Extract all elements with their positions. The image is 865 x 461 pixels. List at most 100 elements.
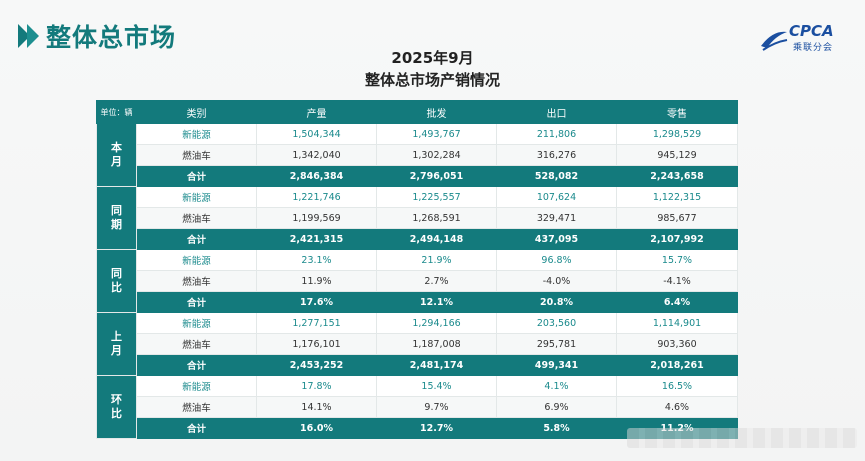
cell-production: 16.0% (256, 417, 377, 439)
cell-wholesale: 2.7% (376, 270, 497, 292)
cell-wholesale: 12.7% (376, 417, 497, 439)
row-category: 合计 (136, 165, 257, 187)
header-production: 产量 (256, 100, 377, 124)
page-title: 整体总市场 (46, 23, 177, 52)
group-label-text: 本月 (111, 141, 122, 168)
cell-retail: 1,114,901 (616, 312, 738, 334)
cell-export: -4.0% (496, 270, 617, 292)
cell-wholesale: 2,796,051 (376, 165, 497, 187)
row-category: 新能源 (136, 186, 257, 208)
header-wholesale: 批发 (376, 100, 497, 124)
table-total-row: 合计 17.6% 12.1% 20.8% 6.4% (97, 291, 738, 313)
cell-retail: 2,018,261 (616, 354, 738, 376)
group-label-text: 同比 (111, 267, 122, 294)
cell-production: 1,342,040 (256, 144, 377, 166)
cell-export: 329,471 (496, 207, 617, 229)
row-category: 燃油车 (136, 207, 257, 229)
cell-wholesale: 2,494,148 (376, 228, 497, 250)
row-category: 燃油车 (136, 396, 257, 418)
group-label: 环比 (96, 375, 137, 439)
table-title-main: 整体总市场产销情况 (364, 71, 500, 89)
row-category: 新能源 (136, 123, 257, 145)
market-table: 单位：辆 类别 产量 批发 出口 零售 本月 新能源 1,504,344 1,4… (96, 100, 738, 439)
cell-retail: 15.7% (616, 249, 738, 271)
table-title-date: 2025年9月 (391, 49, 474, 67)
cell-production: 17.6% (256, 291, 377, 313)
table-total-row: 合计 2,421,315 2,494,148 437,095 2,107,992 (97, 228, 738, 250)
cell-export: 295,781 (496, 333, 617, 355)
group-label: 同期 (96, 186, 137, 250)
cell-wholesale: 15.4% (376, 375, 497, 397)
cell-export: 6.9% (496, 396, 617, 418)
cell-retail: 945,129 (616, 144, 738, 166)
cell-wholesale: 1,302,284 (376, 144, 497, 166)
group-label-text: 上月 (111, 330, 122, 357)
cell-retail: 985,677 (616, 207, 738, 229)
cell-retail: 2,107,992 (616, 228, 738, 250)
cell-wholesale: 21.9% (376, 249, 497, 271)
row-category: 新能源 (136, 249, 257, 271)
cell-production: 2,846,384 (256, 165, 377, 187)
chevron-decoration-icon (18, 24, 39, 48)
table-row: 燃油车 1,342,040 1,302,284 316,276 945,129 (97, 144, 738, 166)
row-category: 燃油车 (136, 144, 257, 166)
cell-production: 2,421,315 (256, 228, 377, 250)
group-label: 本月 (96, 123, 137, 187)
cell-export: 4.1% (496, 375, 617, 397)
row-category: 合计 (136, 291, 257, 313)
row-category: 新能源 (136, 375, 257, 397)
cell-production: 1,504,344 (256, 123, 377, 145)
table-row: 同比 新能源 23.1% 21.9% 96.8% 15.7% (96, 249, 738, 313)
row-category: 新能源 (136, 312, 257, 334)
cell-export: 203,560 (496, 312, 617, 334)
cell-wholesale: 12.1% (376, 291, 497, 313)
cell-wholesale: 1,187,008 (376, 333, 497, 355)
cell-wholesale: 9.7% (376, 396, 497, 418)
table-total-row: 合计 2,846,384 2,796,051 528,082 2,243,658 (97, 165, 738, 187)
cell-wholesale: 2,481,174 (376, 354, 497, 376)
cell-export: 437,095 (496, 228, 617, 250)
table-total-row: 合计 2,453,252 2,481,174 499,341 2,018,261 (97, 354, 738, 376)
cell-export: 96.8% (496, 249, 617, 271)
cell-wholesale: 1,268,591 (376, 207, 497, 229)
group-label: 同比 (96, 249, 137, 313)
cell-export: 528,082 (496, 165, 617, 187)
table-row: 燃油车 11.9% 2.7% -4.0% -4.1% (97, 270, 738, 292)
row-category: 燃油车 (136, 333, 257, 355)
table-row: 环比 新能源 17.8% 15.4% 4.1% 16.5% (96, 375, 738, 439)
table-row: 燃油车 1,199,569 1,268,591 329,471 985,677 (97, 207, 738, 229)
header-export: 出口 (496, 100, 617, 124)
logo-subtext: 乘联分会 (793, 43, 834, 53)
cell-export: 211,806 (496, 123, 617, 145)
cell-wholesale: 1,493,767 (376, 123, 497, 145)
row-category: 合计 (136, 228, 257, 250)
table-row: 燃油车 14.1% 9.7% 6.9% 4.6% (97, 396, 738, 418)
row-category: 燃油车 (136, 270, 257, 292)
cell-retail: 6.4% (616, 291, 738, 313)
cell-retail: 4.6% (616, 396, 738, 418)
cell-production: 1,176,101 (256, 333, 377, 355)
table-total-row: 合计 16.0% 12.7% 5.8% 11.2% (97, 417, 738, 439)
page-header: 整体总市场 (18, 16, 176, 56)
logo-text: CPCA (789, 22, 834, 40)
cell-retail: 16.5% (616, 375, 738, 397)
table-row: 同期 新能源 1,221,746 1,225,557 107,624 1,122… (96, 186, 738, 250)
cell-retail: 1,122,315 (616, 186, 738, 208)
logo-swoosh-icon (761, 31, 788, 51)
cell-wholesale: 1,225,557 (376, 186, 497, 208)
table-row: 燃油车 1,176,101 1,187,008 295,781 903,360 (97, 333, 738, 355)
cell-export: 499,341 (496, 354, 617, 376)
cell-production: 23.1% (256, 249, 377, 271)
cell-production: 17.8% (256, 375, 377, 397)
cell-production: 11.9% (256, 270, 377, 292)
cell-export: 5.8% (496, 417, 617, 439)
table-row: 本月 新能源 1,504,344 1,493,767 211,806 1,298… (96, 123, 738, 187)
cell-export: 107,624 (496, 186, 617, 208)
cell-production: 1,199,569 (256, 207, 377, 229)
header-unit: 单位：辆 (96, 100, 137, 124)
cell-export: 20.8% (496, 291, 617, 313)
cell-production: 2,453,252 (256, 354, 377, 376)
cell-retail: 1,298,529 (616, 123, 738, 145)
group-label-text: 环比 (111, 393, 122, 420)
